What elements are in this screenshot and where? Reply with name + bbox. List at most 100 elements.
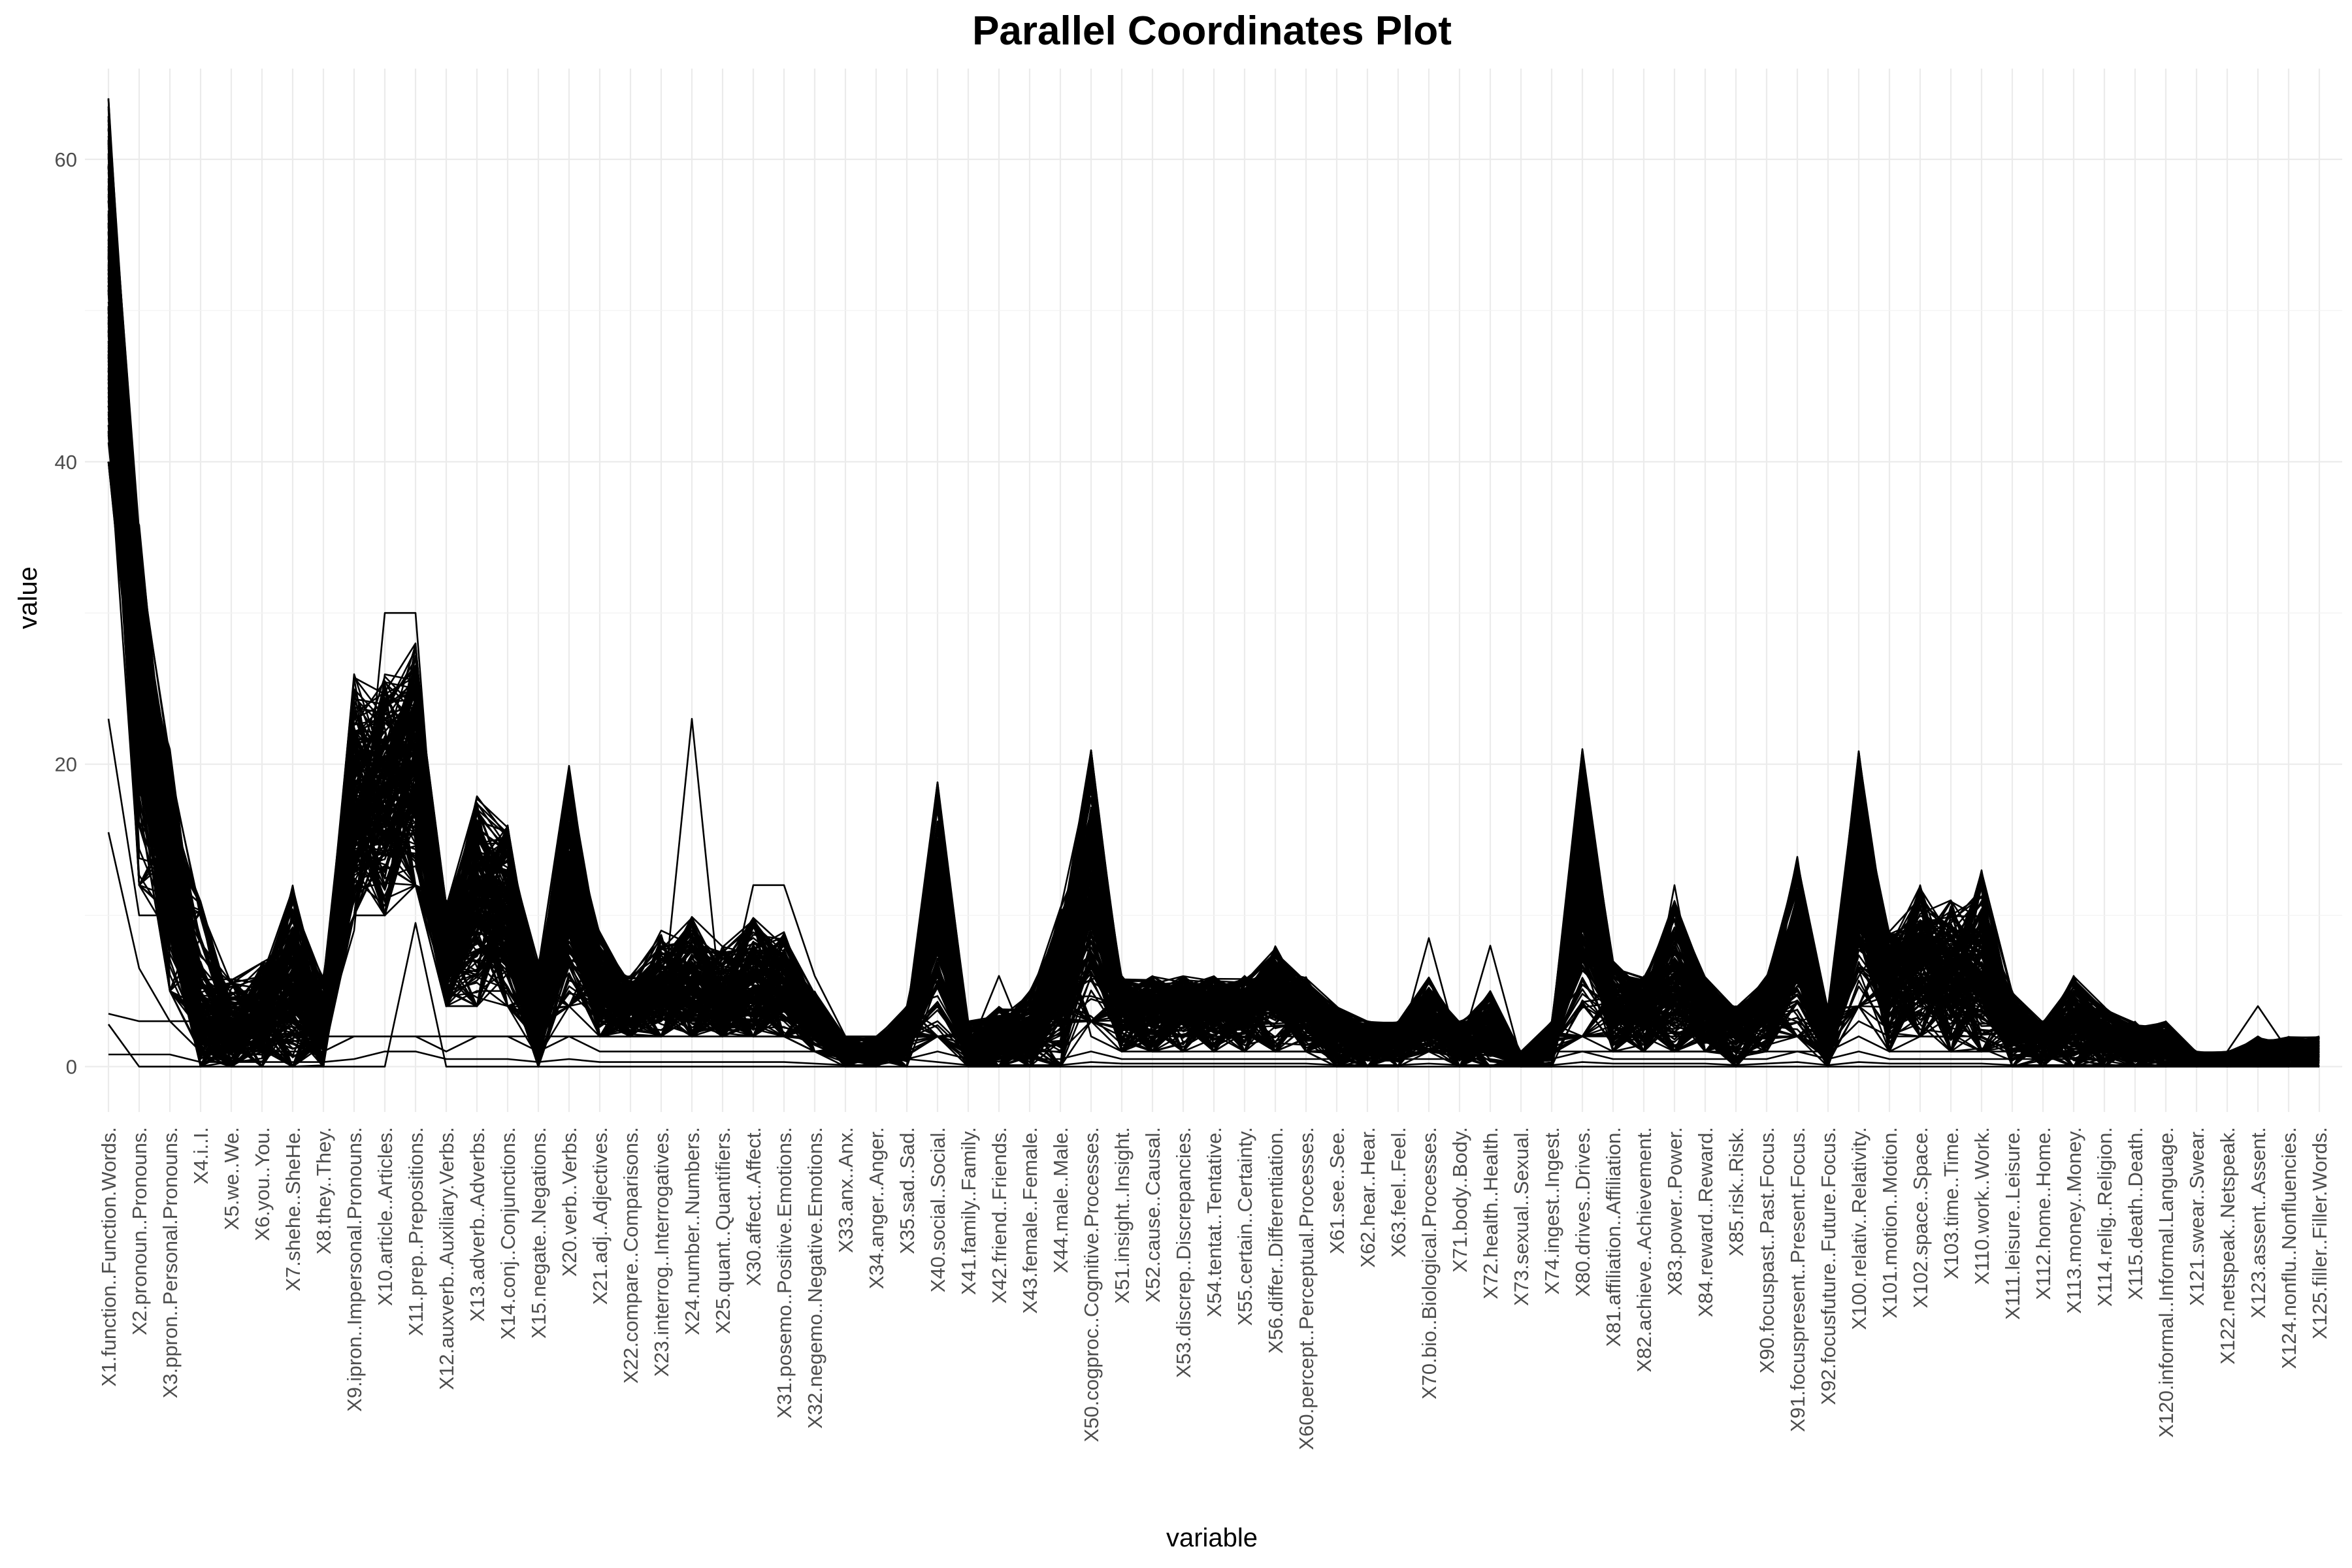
x-tick-label: X123.assent..Assent. <box>2247 1127 2270 1318</box>
chart-title: Parallel Coordinates Plot <box>972 8 1452 54</box>
x-tick-label: X114.relig..Religion. <box>2093 1127 2116 1307</box>
series-line <box>107 347 2320 1068</box>
y-tick-label: 20 <box>55 753 77 776</box>
y-tick-label: 60 <box>55 148 77 171</box>
x-tick-label: X32.negemo..Negative.Emotions. <box>804 1127 826 1429</box>
x-tick-label: X30.affect..Affect. <box>742 1127 765 1286</box>
series-line <box>107 391 2320 1068</box>
x-tick-label: X81.affiliation..Affiliation. <box>1602 1127 1625 1347</box>
x-tick-label: X25.quant..Quantifiers. <box>711 1127 734 1334</box>
series-line <box>107 166 2320 1068</box>
y-axis-ticks: 0 20 40 60 <box>55 148 77 1079</box>
x-tick-label: X53.discrep..Discrepancies. <box>1172 1127 1195 1378</box>
x-tick-label: X103.time..Time. <box>1940 1127 1963 1279</box>
x-tick-label: X33.anx..Anx. <box>834 1127 857 1253</box>
series-line-outlier <box>107 922 2319 1068</box>
x-tick-label: X22.compare..Comparisons. <box>619 1127 642 1384</box>
series-line <box>107 417 2320 1068</box>
series-line-outlier <box>108 1051 2319 1066</box>
x-tick-label: X34.anger..Anger. <box>865 1127 888 1289</box>
series-group <box>107 98 2320 1068</box>
x-tick-label: X4.i..I. <box>189 1127 212 1184</box>
x-tick-label: X51.insight..Insight. <box>1111 1127 1134 1304</box>
x-tick-label: X50.cogproc..Cognitive.Processes. <box>1080 1127 1103 1442</box>
x-tick-label: X73.sexual..Sexual. <box>1510 1127 1533 1306</box>
series-line-outlier <box>108 1013 2319 1065</box>
x-tick-label: X70.bio..Biological.Processes. <box>1418 1127 1441 1399</box>
x-tick-label: X111.leisure..Leisure. <box>2001 1127 2024 1320</box>
y-tick-label: 0 <box>66 1056 77 1079</box>
x-tick-label: X6.you..You. <box>251 1127 274 1241</box>
x-tick-label: X72.health..Health. <box>1479 1127 1502 1299</box>
x-tick-label: X63.feel..Feel. <box>1387 1127 1410 1258</box>
x-tick-label: X112.home..Home. <box>2032 1127 2055 1300</box>
x-tick-label: X10.article..Articles. <box>374 1127 397 1306</box>
x-tick-label: X62.hear..Hear. <box>1356 1127 1379 1267</box>
x-tick-label: X44.male..Male. <box>1049 1127 1072 1273</box>
x-tick-label: X12.auxverb..Auxiliary.Verbs. <box>435 1127 458 1390</box>
x-tick-label: X60.percept..Perceptual.Processes. <box>1295 1127 1318 1450</box>
x-tick-label: X90.focuspast..Past.Focus. <box>1756 1127 1778 1373</box>
series-line <box>107 116 2320 1061</box>
x-tick-label: X43.female..Female. <box>1019 1127 1041 1314</box>
x-tick-label: X55.certain..Certainty. <box>1233 1127 1256 1326</box>
series-line <box>107 461 2320 1068</box>
x-tick-label: X3.ppron..Personal.Pronouns. <box>159 1127 182 1398</box>
x-tick-label: X92.focusfuture..Future.Focus. <box>1817 1127 1840 1405</box>
series-line-outlier <box>107 612 2320 1063</box>
series-line <box>107 248 2320 1068</box>
x-tick-label: X9.ipron..Impersonal.Pronouns. <box>343 1127 366 1412</box>
x-tick-label: X20.verb..Verbs. <box>558 1127 581 1277</box>
x-tick-label: X8.they..They. <box>312 1127 335 1254</box>
x-tick-label: X110.work..Work. <box>1970 1127 1993 1285</box>
x-tick-label: X11.prep..Prepositions. <box>404 1127 427 1336</box>
x-tick-label: X7.shehe..SheHe. <box>282 1127 304 1292</box>
x-tick-label: X71.body..Body. <box>1448 1127 1471 1273</box>
x-tick-label: X42.friend..Friends. <box>988 1127 1011 1304</box>
x-tick-label: X61.see..See. <box>1326 1127 1348 1254</box>
x-tick-label: X80.drives..Drives. <box>1571 1127 1594 1297</box>
x-tick-label: X125.filler..Filler.Words. <box>2308 1127 2331 1339</box>
x-tick-label: X15.negate..Negations. <box>527 1127 550 1339</box>
x-tick-label: X74.ingest..Ingest. <box>1541 1127 1563 1295</box>
x-tick-label: X115.death..Death. <box>2124 1127 2147 1300</box>
x-tick-label: X124.nonflu..Nonfluencies. <box>2278 1127 2300 1369</box>
x-tick-label: X14.conj..Conjunctions. <box>497 1127 519 1340</box>
x-tick-label: X91.focuspresent..Present.Focus. <box>1786 1127 1809 1432</box>
x-tick-label: X122.netspeak..Netspeak. <box>2216 1127 2239 1365</box>
x-axis-ticks: X1.function..Function.Words. X2.pronoun..… <box>97 1127 2331 1450</box>
series-line <box>107 262 2320 1068</box>
x-tick-label: X41.family..Family. <box>957 1127 980 1295</box>
x-tick-label: X113.money..Money. <box>2063 1127 2085 1314</box>
series-line <box>107 269 2320 1068</box>
x-tick-label: X85.risk..Risk. <box>1725 1127 1748 1256</box>
x-tick-label: X120.informal..Informal.Language. <box>2155 1127 2178 1438</box>
x-tick-label: X5.we..We. <box>220 1127 243 1230</box>
x-tick-label: X40.social..Social. <box>926 1127 949 1292</box>
x-tick-label: X21.adj..Adjectives. <box>589 1127 612 1305</box>
x-tick-label: X56.differ..Differentiation. <box>1264 1127 1287 1354</box>
x-axis-title: variable <box>1166 1524 1258 1552</box>
x-tick-label: X2.pronoun..Pronouns. <box>128 1127 151 1335</box>
series-line <box>107 257 2320 1068</box>
series-line <box>107 376 2320 1068</box>
x-tick-label: X83.power..Power. <box>1663 1127 1686 1296</box>
x-tick-label: X100.relativ..Relativity. <box>1848 1127 1870 1330</box>
x-tick-label: X82.achieve..Achievement. <box>1633 1127 1656 1373</box>
y-axis-title: value <box>14 566 42 629</box>
x-tick-label: X13.adverb..Adverbs. <box>466 1127 489 1322</box>
x-tick-label: X1.function..Function.Words. <box>97 1127 120 1386</box>
x-tick-label: X102.space..Space. <box>1909 1127 1932 1308</box>
x-tick-label: X54.tentat..Tentative. <box>1203 1127 1226 1317</box>
x-tick-label: X84.reward..Reward. <box>1694 1127 1717 1317</box>
x-tick-label: X24.number..Numbers. <box>681 1127 704 1335</box>
x-tick-label: X101.motion..Motion. <box>1878 1127 1901 1318</box>
series-line <box>107 378 2320 1068</box>
x-tick-label: X52.cause..Causal. <box>1141 1127 1164 1303</box>
x-tick-label: X35.sad..Sad. <box>896 1127 919 1254</box>
x-tick-label: X31.posemo..Positive.Emotions. <box>773 1127 796 1418</box>
series-line <box>107 406 2320 1068</box>
x-tick-label: X23.interrog..Interrogatives. <box>650 1127 673 1377</box>
y-tick-label: 40 <box>55 451 77 474</box>
